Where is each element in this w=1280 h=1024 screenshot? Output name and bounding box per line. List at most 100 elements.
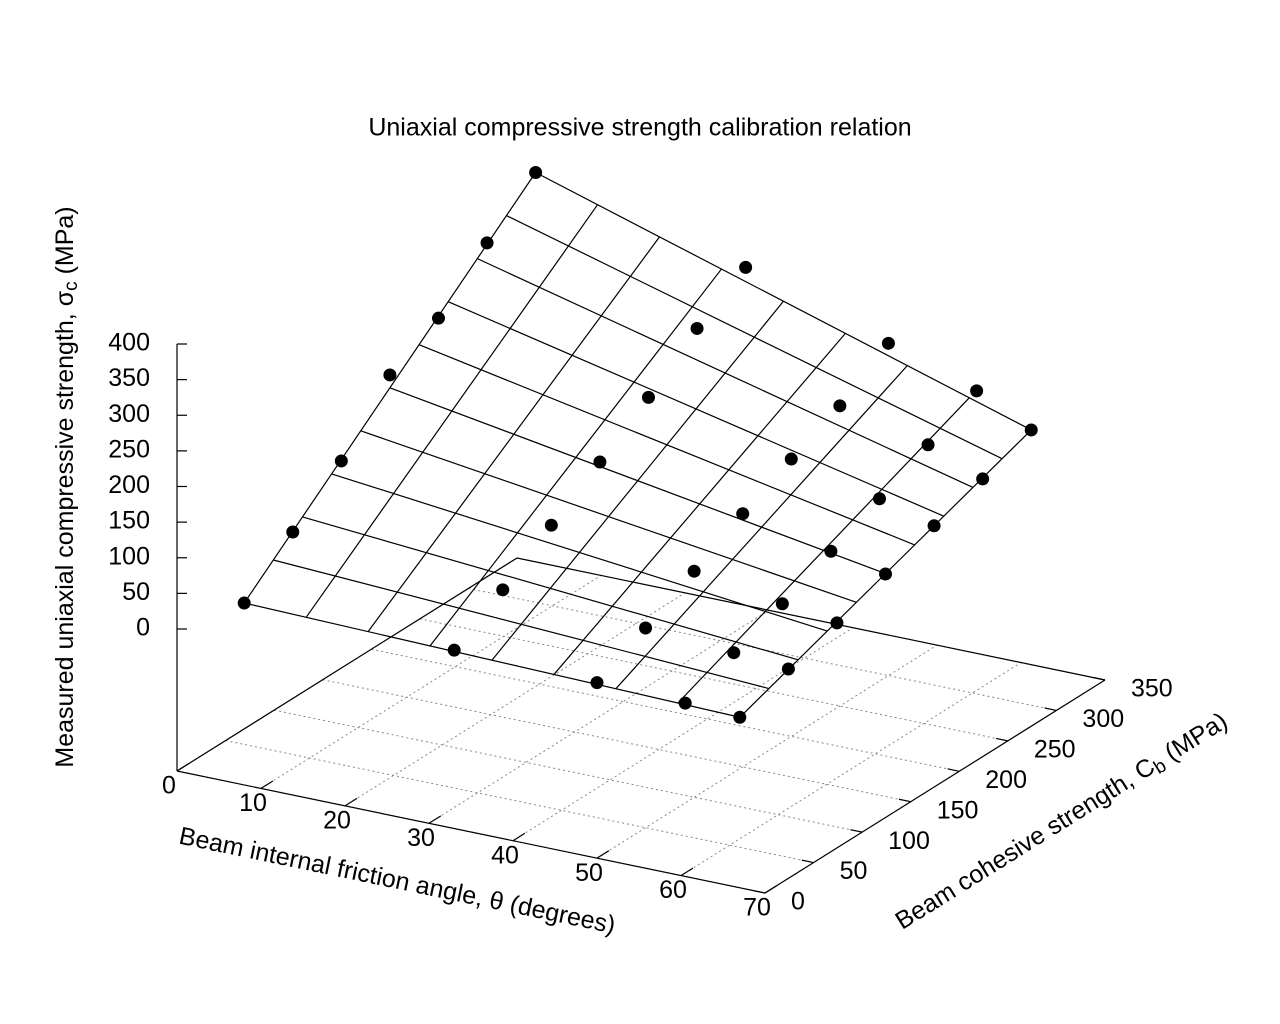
y-tick: [898, 798, 911, 803]
z-axis-label: Measured uniaxial compressive strength, …: [51, 206, 82, 767]
data-point: [334, 454, 348, 468]
y-tick-label: 250: [1034, 735, 1076, 763]
z-tick-label: 250: [108, 435, 150, 463]
data-point: [690, 321, 704, 335]
grid-line: [596, 644, 938, 859]
x-tick-label: 10: [239, 789, 267, 817]
data-point: [447, 643, 461, 657]
x-tick-label: 50: [575, 859, 603, 887]
z-tick-label: 400: [108, 329, 150, 357]
y-tick: [995, 737, 1008, 742]
x-tick-label: 30: [407, 824, 435, 852]
x-tick: [512, 832, 526, 842]
data-point: [775, 597, 789, 611]
data-point: [1024, 423, 1038, 437]
grid-line: [322, 679, 911, 803]
data-point: [687, 564, 701, 578]
data-point: [879, 567, 893, 581]
grid-line: [512, 627, 854, 842]
data-point: [881, 336, 895, 350]
data-point: [824, 544, 838, 558]
z-tick-label: 200: [108, 471, 150, 499]
y-label-tail: (MPa): [1154, 707, 1232, 770]
x-axis-label: Beam internal friction angle, θ (degrees…: [177, 822, 618, 940]
grid-line: [274, 709, 863, 833]
fit-mesh: [535, 171, 1032, 431]
x-tick: [344, 797, 358, 807]
data-point: [970, 384, 984, 398]
data-point: [678, 696, 692, 710]
x-tick-label: 0: [162, 772, 176, 800]
fit-mesh: [418, 344, 915, 546]
data-point: [237, 596, 251, 610]
fit-mesh: [389, 387, 886, 575]
z-label-tail: (MPa): [51, 206, 79, 281]
base-edge: [764, 679, 1106, 894]
y-tick: [1044, 707, 1057, 712]
data-point: [383, 368, 397, 382]
data-point: [830, 616, 844, 630]
grid-line: [371, 648, 960, 772]
data-point: [921, 438, 935, 452]
y-tick-label: 300: [1082, 705, 1124, 733]
data-point: [480, 236, 494, 250]
data-point: [927, 519, 941, 533]
fit-mesh: [447, 301, 945, 517]
base-edge: [176, 557, 518, 772]
data-point: [286, 525, 300, 539]
fit-mesh: [331, 473, 828, 632]
data-point: [733, 710, 747, 724]
x-tick: [260, 780, 274, 789]
z-tick-label: 300: [108, 400, 150, 428]
fit-mesh: [360, 430, 857, 603]
x-tick-label: 20: [323, 806, 351, 834]
data-point: [784, 452, 798, 466]
grid-line: [225, 740, 814, 864]
data-point: [781, 662, 795, 676]
grid-line: [419, 618, 1008, 742]
x-tick: [596, 850, 610, 859]
fit-mesh: [302, 516, 799, 661]
data-point: [739, 260, 753, 274]
grid-line: [680, 662, 1022, 876]
y-tick: [850, 829, 863, 833]
grid-line: [428, 609, 770, 824]
data-point: [590, 676, 604, 690]
y-tick-label: 350: [1131, 675, 1173, 703]
data-point: [727, 646, 741, 660]
fit-mesh: [477, 258, 974, 488]
base-edge: [176, 770, 766, 894]
data-point: [431, 311, 445, 325]
data-point: [736, 507, 750, 521]
y-tick-label: 0: [791, 888, 805, 916]
y-tick-label: 150: [937, 796, 979, 824]
data-point: [639, 621, 653, 635]
y-tick-label: 100: [888, 827, 930, 855]
y-tick: [947, 768, 960, 772]
y-tick-label: 200: [985, 766, 1027, 794]
fit-mesh: [506, 215, 1003, 460]
fit-mesh: [244, 602, 740, 718]
data-point: [496, 583, 510, 597]
chart-title: Uniaxial compressive strength calibratio…: [368, 114, 911, 142]
y-tick: [801, 859, 814, 864]
z-tick-label: 0: [136, 614, 150, 642]
data-point: [544, 518, 558, 532]
data-point: [641, 390, 655, 404]
data-point: [833, 399, 847, 413]
x-tick-label: 60: [659, 876, 687, 904]
data-point: [872, 492, 886, 506]
grid-line: [260, 575, 602, 789]
z-tick-label: 100: [108, 542, 150, 570]
data-point: [529, 166, 543, 180]
x-tick-label: 70: [743, 894, 771, 922]
data-point: [593, 455, 607, 469]
z-label-sub: c: [61, 281, 82, 291]
x-tick: [680, 867, 694, 877]
base-edge: [516, 557, 1106, 681]
z-tick-label: 350: [108, 364, 150, 392]
grid-line: [344, 592, 686, 807]
x-tick: [428, 815, 442, 824]
z-label-text: Measured uniaxial compressive strength, …: [51, 290, 79, 767]
